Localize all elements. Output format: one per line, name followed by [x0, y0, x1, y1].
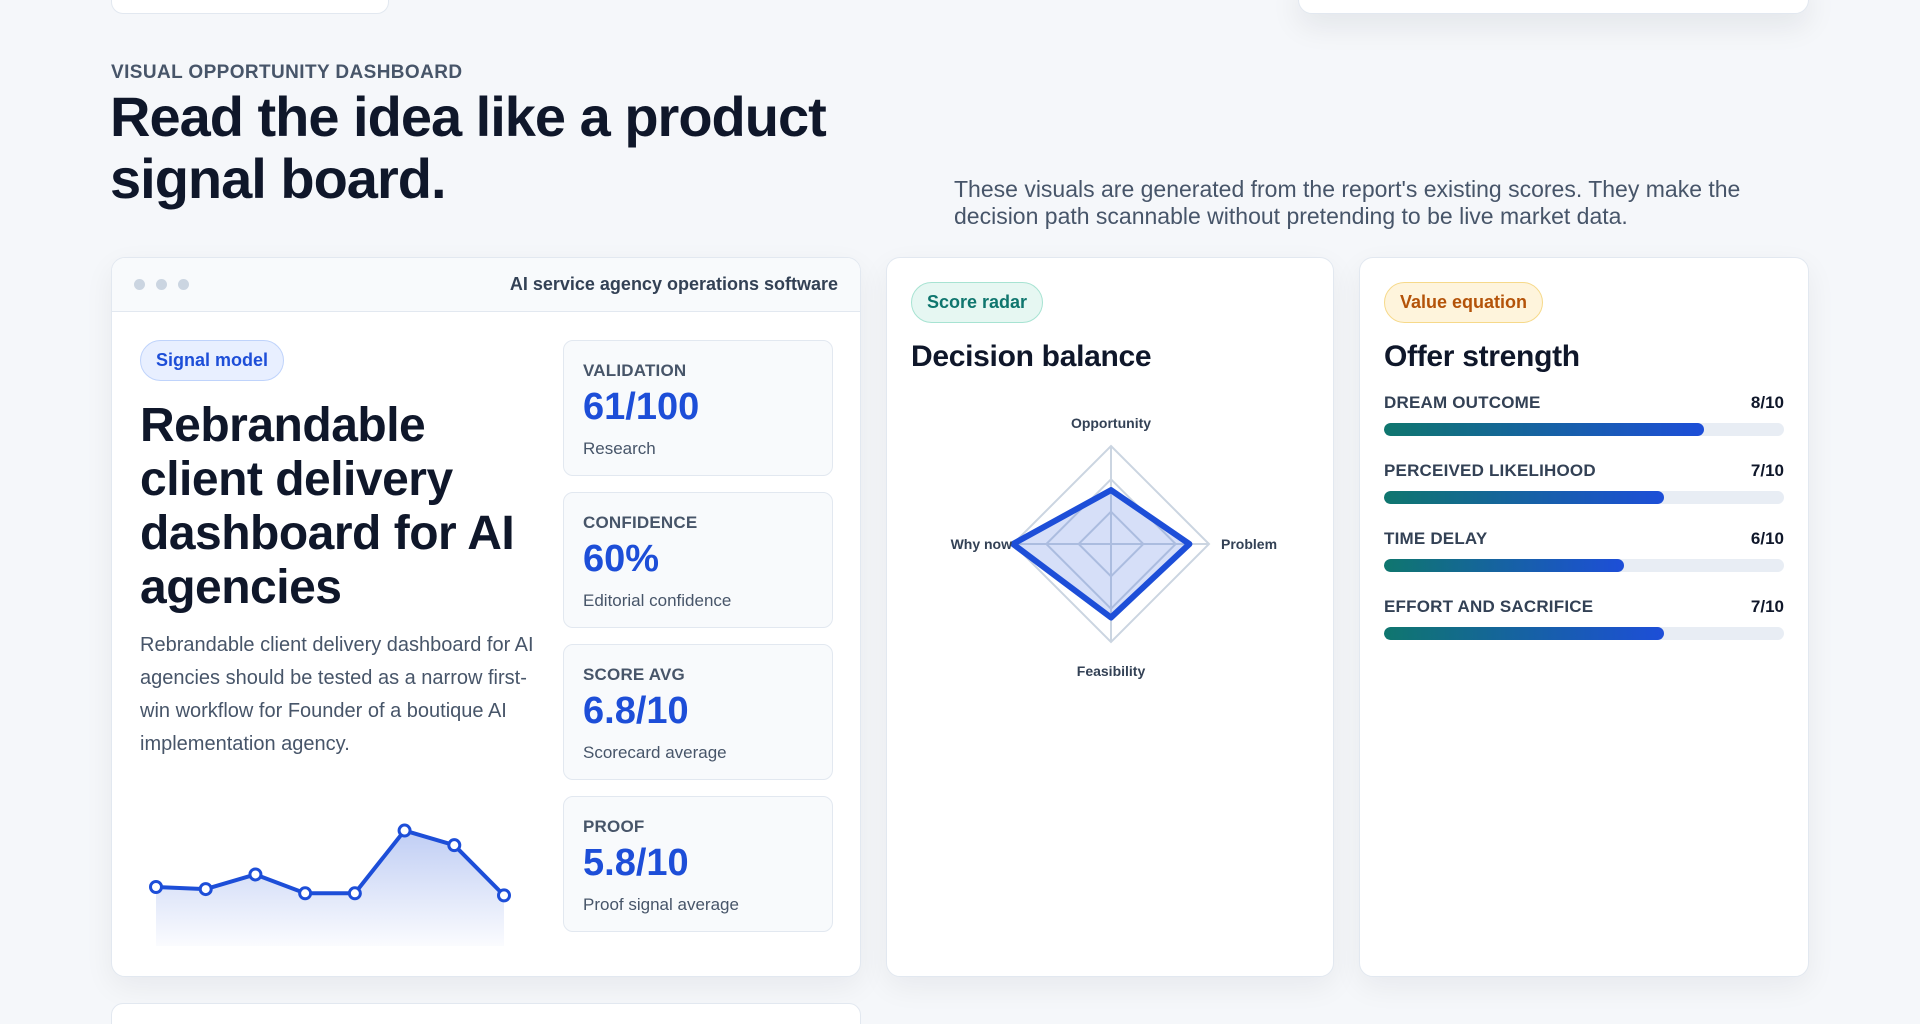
metric-value: 61/100: [583, 386, 700, 428]
bar-label: TIME DELAY: [1384, 529, 1488, 548]
sparkline-point: [149, 880, 163, 894]
offer-bar-row: EFFORT AND SACRIFICE 7/10: [1384, 597, 1784, 640]
section-eyebrow: VISUAL OPPORTUNITY DASHBOARD: [111, 62, 463, 83]
metric-value: 6.8/10: [583, 690, 689, 732]
score-radar-badge: Score radar: [911, 282, 1044, 323]
bar-score: 6/10: [1750, 529, 1784, 548]
idea-title: Rebrandable client delivery dashboard fo…: [140, 399, 515, 614]
section-headline: Read the idea like a product signal boar…: [110, 85, 827, 210]
sparkline-point: [447, 838, 462, 853]
sparkline-point: [397, 823, 412, 838]
signal-model-card: AI service agency operations software Si…: [111, 257, 861, 977]
sparkline-line: [155, 828, 506, 897]
next-card-stub: [111, 1003, 861, 1024]
window-chrome: AI service agency operations software: [112, 258, 860, 312]
previous-card-stub-left: [111, 0, 389, 14]
value-equation-card: Value equation Offer strength DREAM OUTC…: [1359, 257, 1809, 977]
sparkline-point: [248, 867, 263, 882]
metric-caption: Scorecard average: [583, 743, 727, 762]
sparkline-point: [298, 886, 313, 901]
radar-axis-label-problem: Problem: [1221, 536, 1277, 552]
sparkline-area: [156, 830, 504, 946]
offer-strength-title: Offer strength: [1384, 340, 1580, 373]
radar-score-shape: [1010, 487, 1193, 621]
offer-bar-row: PERCEIVED LIKELIHOOD 7/10: [1384, 461, 1784, 504]
idea-description: Rebrandable client delivery dashboard fo…: [140, 634, 534, 755]
metric-value: 60%: [583, 538, 660, 580]
bar-label: PERCEIVED LIKELIHOOD: [1384, 461, 1596, 480]
bar-track: [1384, 627, 1784, 640]
sparkline-point: [497, 888, 511, 903]
radar-axis-label-feasibility: Feasibility: [1077, 663, 1146, 679]
radar-axis-label-opportunity: Opportunity: [1071, 415, 1151, 431]
metric-label: VALIDATION: [583, 361, 687, 380]
metric-caption: Proof signal average: [583, 895, 739, 914]
window-title: AI service agency operations software: [509, 274, 838, 294]
bar-fill: [1384, 491, 1664, 504]
radar-title: Decision balance: [911, 340, 1152, 373]
signal-model-badge: Signal model: [140, 340, 285, 381]
sparkline-chart: [149, 823, 511, 946]
metric-caption: Editorial confidence: [583, 591, 732, 610]
bar-fill: [1384, 423, 1704, 436]
window-dot-icon: [178, 279, 189, 290]
bar-score: 7/10: [1750, 461, 1784, 480]
section-intro: These visuals are generated from the rep…: [954, 176, 1741, 229]
bar-label: EFFORT AND SACRIFICE: [1384, 597, 1594, 616]
offer-bar-row: TIME DELAY 6/10: [1384, 529, 1784, 572]
bar-track: [1384, 559, 1784, 572]
metric-card-score-avg: SCORE AVG 6.8/10 Scorecard average: [563, 644, 833, 780]
metric-value: 5.8/10: [583, 842, 689, 884]
bar-score: 8/10: [1750, 393, 1784, 412]
metric-label: CONFIDENCE: [583, 513, 698, 532]
value-equation-badge: Value equation: [1384, 282, 1544, 323]
window-dot-icon: [156, 279, 167, 290]
sparkline-point: [347, 886, 362, 901]
offer-bars: DREAM OUTCOME 8/10 PERCEIVED LIKELIHOOD …: [1384, 393, 1784, 665]
sparkline-point: [198, 882, 213, 897]
previous-card-stub-right: [1298, 0, 1809, 14]
metric-label: PROOF: [583, 817, 645, 836]
radar-axis-label-why-now: Why now: [951, 536, 1013, 552]
bar-track: [1384, 491, 1784, 504]
radar-chart: Opportunity Problem Feasibility Why now: [951, 415, 1277, 679]
metric-caption: Research: [583, 439, 656, 458]
bar-fill: [1384, 627, 1664, 640]
window-dot-icon: [134, 279, 145, 290]
bar-label: DREAM OUTCOME: [1384, 393, 1541, 412]
offer-bar-row: DREAM OUTCOME 8/10: [1384, 393, 1784, 436]
bar-score: 7/10: [1750, 597, 1784, 616]
metric-card-proof: PROOF 5.8/10 Proof signal average: [563, 796, 833, 932]
bar-fill: [1384, 559, 1624, 572]
metric-card-validation: VALIDATION 61/100 Research: [563, 340, 833, 476]
score-radar-card: Score radar Decision balance Opportunity…: [886, 257, 1334, 977]
bar-track: [1384, 423, 1784, 436]
metric-label: SCORE AVG: [583, 665, 685, 684]
metric-card-confidence: CONFIDENCE 60% Editorial confidence: [563, 492, 833, 628]
